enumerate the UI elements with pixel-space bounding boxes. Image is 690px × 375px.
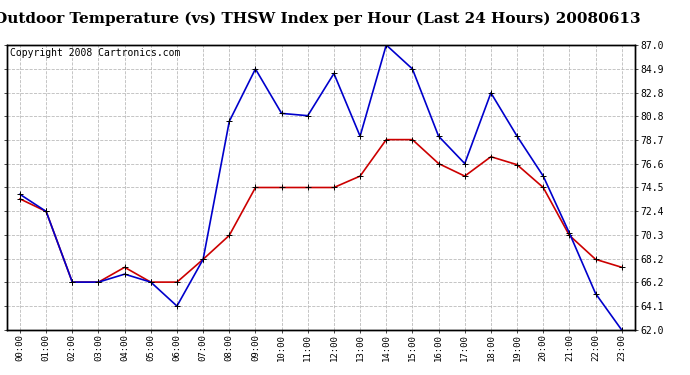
Text: Outdoor Temperature (vs) THSW Index per Hour (Last 24 Hours) 20080613: Outdoor Temperature (vs) THSW Index per … (0, 11, 641, 26)
Text: Copyright 2008 Cartronics.com: Copyright 2008 Cartronics.com (10, 48, 180, 58)
